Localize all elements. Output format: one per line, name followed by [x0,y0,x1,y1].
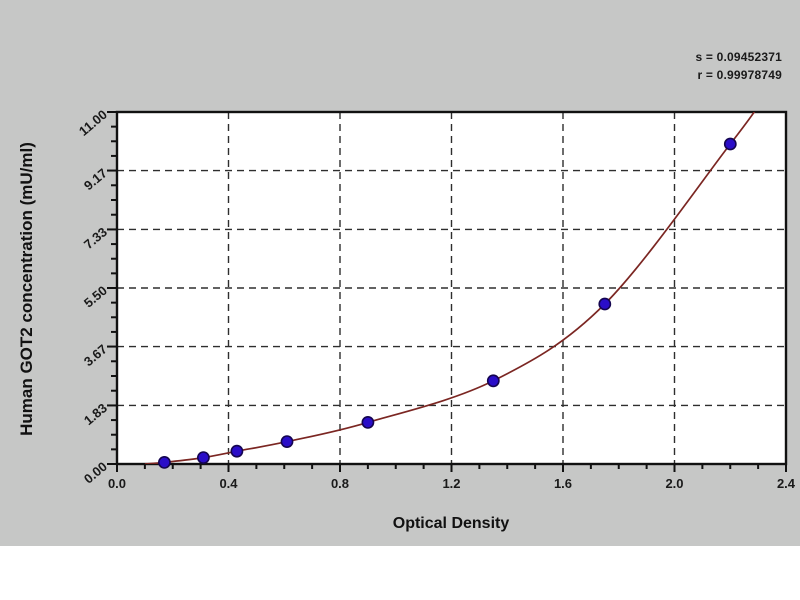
svg-text:0.0: 0.0 [108,476,126,491]
svg-text:5.50: 5.50 [81,283,110,311]
svg-text:7.33: 7.33 [81,224,110,252]
data-point [486,374,500,388]
svg-text:0.4: 0.4 [219,476,238,491]
standard-data-points [157,137,737,469]
standard-curve-plot: 0.0 0.4 0.8 1.2 1.6 2.0 2.4 0.00 1.83 3.67 5.50 7.3… [76,107,796,491]
data-point [361,415,375,429]
svg-text:1.6: 1.6 [554,476,572,491]
y-axis-title: Human GOT2 concentration (mU/ml) [17,142,36,436]
svg-text:9.17: 9.17 [81,165,110,193]
data-point [723,137,737,151]
svg-text:2.4: 2.4 [777,476,796,491]
svg-text:3.67: 3.67 [81,341,110,369]
svg-text:1.83: 1.83 [81,400,110,428]
data-point [230,444,244,458]
svg-text:2.0: 2.0 [665,476,683,491]
data-point [280,435,294,448]
svg-text:1.2: 1.2 [442,476,460,491]
stat-s-value: s = 0.09452371 [695,50,782,64]
data-point [598,297,612,311]
data-point [157,455,171,469]
svg-text:0.00: 0.00 [81,459,110,487]
plot-frame [115,110,788,466]
svg-text:11.00: 11.00 [76,107,110,139]
svg-text:0.8: 0.8 [331,476,349,491]
y-tick-labels: 0.00 1.83 3.67 5.50 7.33 9.17 11.00 [76,107,110,487]
stat-r-value: r = 0.99978749 [697,68,782,82]
x-axis-title: Optical Density [392,515,510,532]
x-tick-labels: 0.0 0.4 0.8 1.2 1.6 2.0 2.4 [108,476,796,491]
data-point [196,451,210,464]
gridlines [117,112,786,464]
fit-statistics: s = 0.09452371 r = 0.99978749 [695,48,782,84]
